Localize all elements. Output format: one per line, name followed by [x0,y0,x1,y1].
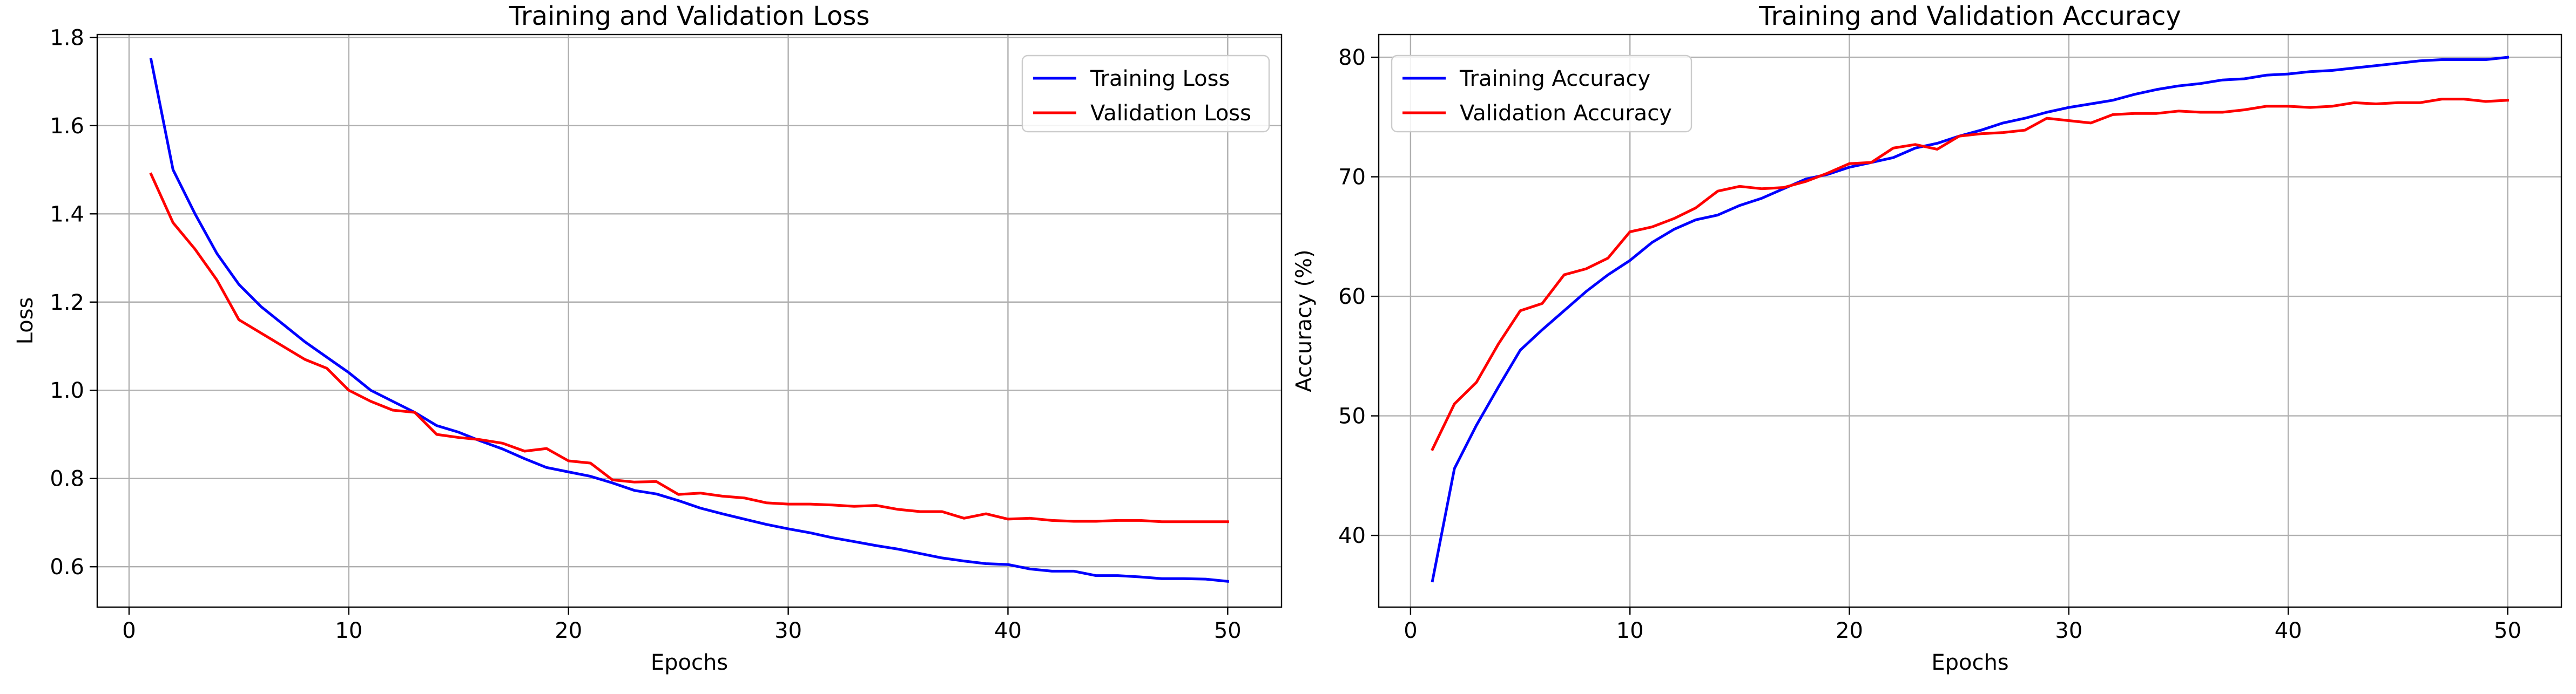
x-tick-label: 50 [1214,618,1242,643]
y-tick-label: 1.2 [50,290,84,315]
legend-label-validation-loss: Validation Loss [1090,101,1251,126]
loss-chart-panel: 0 10 20 30 40 50 0.6 0.8 1.0 1.2 1.4 1.6 1.8 Training… [13,1,1283,675]
legend: Training Loss Validation Loss [1021,55,1270,133]
accuracy-chart-panel: 0 10 20 30 40 50 40 50 60 70 80 Training and Valida… [1292,1,2562,675]
x-tick-label: 30 [2055,618,2082,643]
axes-frame [1378,33,2562,608]
y-tick-label: 1.4 [50,202,84,227]
x-tick-label: 40 [2275,618,2302,643]
x-tick-label: 10 [1616,618,1644,643]
y-tick-label: 80 [1338,45,1366,70]
x-tick-label: 0 [122,618,136,643]
y-tick-label: 70 [1338,165,1366,190]
y-tick-label: 40 [1338,523,1366,548]
y-axis-label: Loss [13,297,38,345]
legend-box [1391,55,1692,133]
axes-frame [96,33,1283,608]
y-tick-label: 1.6 [50,114,84,139]
x-tick-label: 20 [1836,618,1863,643]
x-tick-label: 10 [335,618,362,643]
y-tick-label: 50 [1338,404,1366,429]
legend-label-training-loss: Training Loss [1090,66,1230,91]
legend-label-validation-accuracy: Validation Accuracy [1460,101,1672,126]
x-tick-label: 20 [555,618,582,643]
series-line-training-loss [149,58,1230,583]
y-tick-label: 1.0 [50,378,84,403]
chart-title: Training and Validation Accuracy [1758,1,2181,31]
x-axis-label: Epochs [651,650,728,675]
x-tick-label: 0 [1404,618,1417,643]
x-tick-label: 50 [2494,618,2521,643]
y-tick-label: 60 [1338,284,1366,309]
legend: Training Accuracy Validation Accuracy [1391,55,1692,133]
series-line-training-accuracy [1431,56,2510,583]
legend-label-training-accuracy: Training Accuracy [1459,66,1650,91]
x-tick-label: 30 [774,618,802,643]
y-axis-label: Accuracy (%) [1292,249,1317,392]
y-tick-label: 1.8 [50,25,84,50]
x-tick-label: 40 [994,618,1022,643]
y-tick-label: 0.6 [50,555,84,580]
legend-box [1021,55,1270,133]
y-tick-label: 0.8 [50,467,84,492]
series-line-validation-loss [149,172,1229,523]
x-axis-label: Epochs [1931,650,2008,675]
series-line-validation-accuracy [1431,98,2510,451]
chart-title: Training and Validation Loss [509,1,870,31]
